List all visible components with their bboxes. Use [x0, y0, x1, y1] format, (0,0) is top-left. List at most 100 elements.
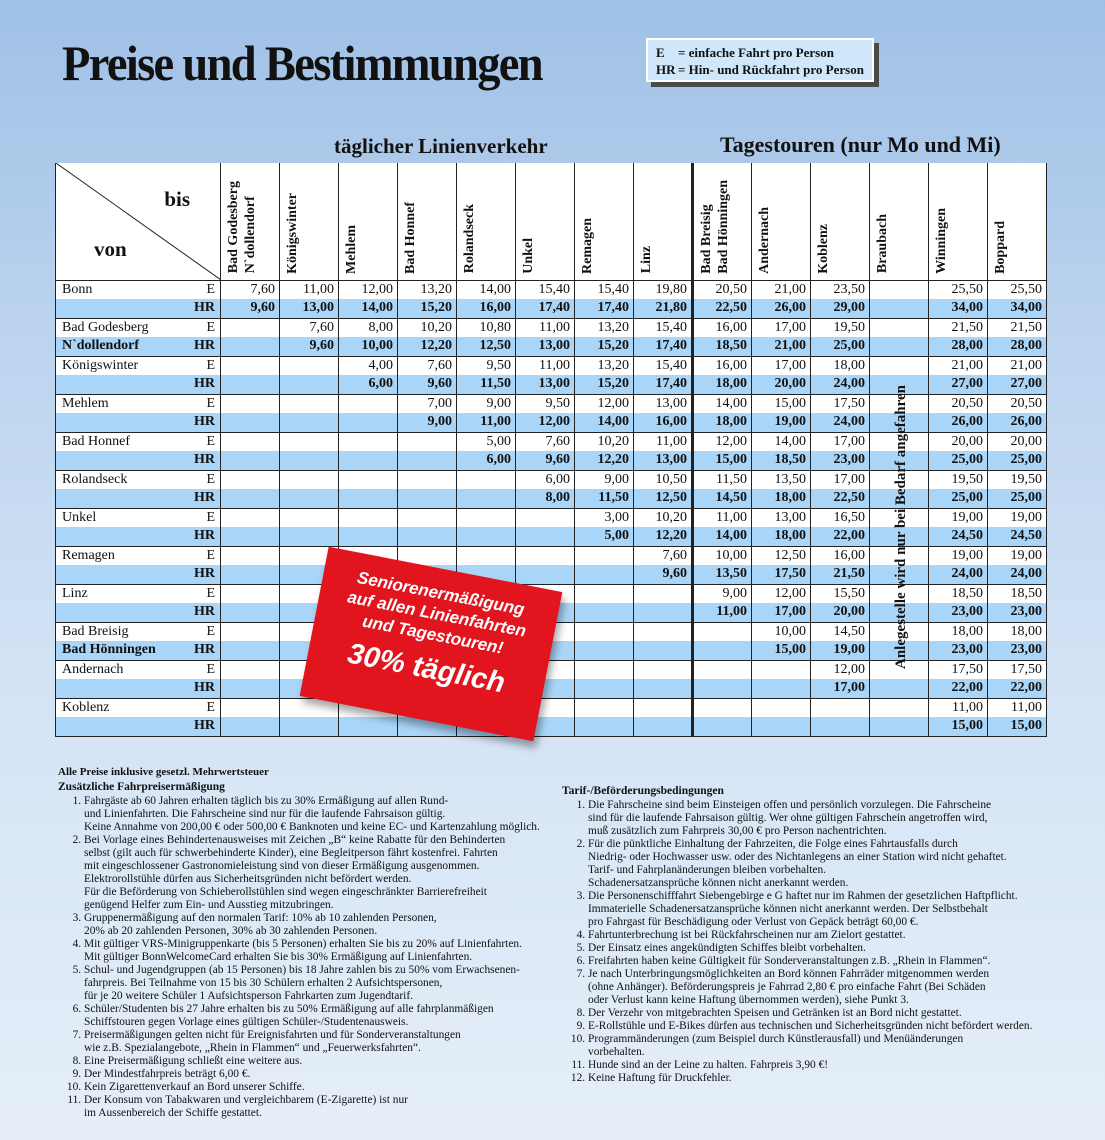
- price-cell: 17,40: [633, 337, 693, 356]
- list-item-line: 20% ab 20 zahlenden Personen, 30% ab 30 …: [84, 925, 378, 937]
- price-cell: [633, 583, 693, 603]
- fare-type: HR: [194, 490, 215, 505]
- legend-row: HR = Hin- und Rückfahrt pro Person: [656, 61, 864, 78]
- price-cell: 26,00: [987, 413, 1047, 432]
- list-item-line: und Linienfahrten. Die Fahrscheine sind …: [84, 808, 446, 820]
- price-cell: 11,00: [691, 507, 752, 527]
- list-item-line: Elektrorollstühle dürfen aus Sicherheits…: [84, 873, 412, 885]
- price-cell: [574, 659, 634, 679]
- from-cell: HR: [55, 717, 221, 737]
- price-cell: 13,50: [751, 469, 811, 489]
- price-cell: [220, 679, 280, 698]
- price-cell: [220, 659, 280, 679]
- price-cell: [751, 679, 811, 698]
- column-header-label: Boppard: [992, 221, 1009, 274]
- price-cell: 13,20: [397, 279, 457, 299]
- price-cell: [574, 545, 634, 565]
- price-cell: [220, 621, 280, 641]
- table-row: N`dollendorf HR 9,60 10,00 12,20 12,50 13,00 15…: [55, 337, 1047, 356]
- fare-type: HR: [194, 414, 215, 429]
- price-cell: 14,00: [691, 527, 752, 546]
- price-cell: [869, 355, 929, 375]
- price-cell: 23,00: [987, 603, 1047, 622]
- price-cell: [338, 431, 398, 451]
- price-cell: [220, 375, 280, 394]
- price-cell: 10,00: [338, 337, 398, 356]
- column-header-line: Bad Godesberg: [226, 181, 241, 274]
- column-header: Boppard: [987, 163, 1047, 281]
- price-cell: 13,00: [279, 299, 339, 318]
- price-cell: [397, 431, 457, 451]
- from-station: Linz: [62, 585, 88, 601]
- fare-type: HR: [194, 642, 215, 657]
- price-cell: 21,00: [751, 337, 811, 356]
- list-item-line: Fahrtunterbrechung ist bei Rückfahrschei…: [588, 929, 906, 941]
- fare-type: E: [206, 585, 215, 601]
- price-cell: 29,00: [810, 299, 870, 318]
- list-item: Die Personenschifffahrt Siebengebirge e …: [588, 890, 1062, 929]
- price-cell: [515, 507, 575, 527]
- price-cell: 9,00: [691, 583, 752, 603]
- price-cell: 17,40: [574, 299, 634, 318]
- price-cell: 20,50: [691, 279, 752, 299]
- price-cell: 4,00: [338, 355, 398, 375]
- price-cell: 19,50: [987, 469, 1047, 489]
- legend-text: = Hin- und Rückfahrt pro Person: [678, 62, 864, 77]
- list-item-line: Schüler/Studenten bis 27 Jahre erhalten …: [84, 1003, 494, 1015]
- price-cell: [869, 545, 929, 565]
- price-cell: [574, 697, 634, 717]
- price-cell: [220, 431, 280, 451]
- price-cell: 15,40: [515, 279, 575, 299]
- column-header-label: Andernach: [756, 207, 773, 274]
- list-item: E-Rollstühle und E-Bikes dürfen aus tech…: [588, 1020, 1062, 1033]
- list-item-line: Keine Haftung für Druckfehler.: [588, 1072, 732, 1084]
- price-cell: 9,00: [456, 393, 516, 413]
- list-item-line: Immaterielle Schadenersatzansprüche könn…: [588, 903, 988, 915]
- table-row: Königswinter E 4,00 7,60 9,50 11,00 13,20 15,40…: [55, 355, 1047, 375]
- price-cell: 22,50: [810, 489, 870, 508]
- fare-type: E: [206, 471, 215, 487]
- price-cell: 11,00: [515, 355, 575, 375]
- list-item: Mit gültiger VRS-Minigruppenkarte (bis 5…: [84, 938, 558, 964]
- price-cell: 10,20: [633, 507, 693, 527]
- price-cell: 18,00: [751, 489, 811, 508]
- price-cell: 12,50: [633, 489, 693, 508]
- table-row: HR 5,00 12,20 14,00 18,00 22,00 24,50 24,50: [55, 527, 1047, 546]
- price-cell: 7,60: [397, 355, 457, 375]
- column-header-label: Linz: [638, 246, 655, 273]
- list-item-line: im Aussenbereich der Schiffe gestattet.: [84, 1107, 262, 1119]
- list-item: Hunde sind an der Leine zu halten. Fahrp…: [588, 1059, 1062, 1072]
- price-cell: 8,00: [515, 489, 575, 508]
- price-cell: [869, 279, 929, 299]
- column-header-line: Bad Breisig: [699, 204, 714, 274]
- price-cell: 7,00: [397, 393, 457, 413]
- price-cell: 28,00: [987, 337, 1047, 356]
- price-cell: [515, 527, 575, 546]
- list-item-line: Der Einsatz eines angekündigten Schiffes…: [588, 942, 866, 954]
- from-cell: Bad Hönningen HR: [55, 641, 221, 660]
- price-cell: 20,00: [987, 431, 1047, 451]
- from-cell: Koblenz E: [55, 697, 221, 717]
- price-cell: [691, 621, 752, 641]
- price-cell: [869, 621, 929, 641]
- price-cell: [869, 337, 929, 356]
- price-cell: 10,80: [456, 317, 516, 337]
- price-cell: [220, 583, 280, 603]
- price-cell: 17,50: [810, 393, 870, 413]
- price-cell: [574, 621, 634, 641]
- from-cell: HR: [55, 679, 221, 698]
- price-cell: 21,50: [987, 317, 1047, 337]
- table-row: Koblenz E 11,00 11,00: [55, 697, 1047, 717]
- fare-type: HR: [194, 376, 215, 391]
- list-item: Preisermäßigungen gelten nicht für Ereig…: [84, 1029, 558, 1055]
- price-cell: [338, 527, 398, 546]
- price-cell: 21,00: [928, 355, 988, 375]
- list-item-line: Fahrgäste ab 60 Jahren erhalten täglich …: [84, 795, 449, 807]
- table-row: Unkel E 3,00 10,20 11,00 13,00 16,50 19,00 19,00: [55, 507, 1047, 527]
- price-cell: 24,00: [810, 413, 870, 432]
- column-header-label: Königswinter: [284, 193, 301, 274]
- price-cell: 19,50: [810, 317, 870, 337]
- price-cell: [869, 527, 929, 546]
- list-item-line: Der Mindestfahrpreis beträgt 6,00 €.: [84, 1068, 251, 1080]
- price-cell: 15,00: [928, 717, 988, 737]
